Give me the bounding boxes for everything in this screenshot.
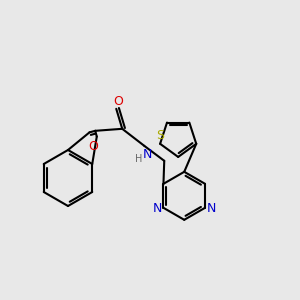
Text: H: H [135, 154, 142, 164]
Text: S: S [156, 129, 164, 142]
Text: O: O [113, 95, 123, 108]
Text: N: N [142, 148, 152, 161]
Text: N: N [206, 202, 216, 215]
Text: N: N [153, 202, 162, 215]
Text: O: O [88, 140, 98, 153]
